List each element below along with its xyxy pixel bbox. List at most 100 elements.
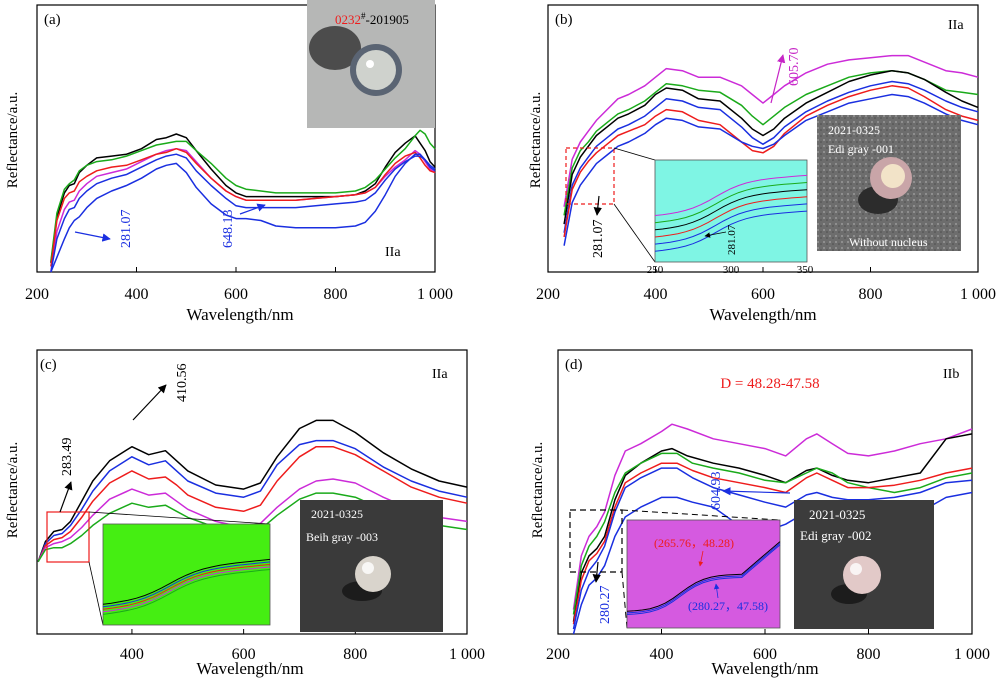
pearl-photo-d bbox=[794, 500, 934, 629]
annotation-604-d: 604.93 bbox=[709, 472, 724, 511]
x-tick-label: 1 000 bbox=[954, 646, 990, 663]
inset-d-arrow2 bbox=[713, 583, 720, 599]
photo-b-line3: Without nucleus bbox=[849, 235, 928, 249]
inset-b-tick-300: 300 bbox=[723, 264, 740, 276]
inset-d-point1: (265.76，48.28) bbox=[654, 536, 734, 550]
photo-d-line2: Edi gray -002 bbox=[800, 528, 871, 543]
x-tick-label: 200 bbox=[546, 646, 570, 663]
zoom-box-d bbox=[569, 509, 623, 573]
inset-c bbox=[102, 523, 271, 626]
panel-d: (d) Reflectance/a.u. Wavelength/nm 200 40… bbox=[530, 349, 990, 678]
x-axis-label-b: Wavelength/nm bbox=[709, 305, 816, 324]
photo-b-line1: 2021-0325 bbox=[828, 123, 880, 137]
zoom-box-b bbox=[565, 147, 615, 205]
inset-d-point2: (280.27，47.58) bbox=[688, 599, 768, 613]
x-tick-label: 200 bbox=[536, 286, 560, 303]
pearl-photo-a bbox=[307, 0, 435, 128]
series-line-green bbox=[572, 452, 973, 615]
series-line-red bbox=[37, 445, 468, 563]
inset-curve-black bbox=[626, 541, 781, 612]
photo-c-line1: 2021-0325 bbox=[311, 507, 363, 521]
zoom-connector-b1 bbox=[613, 147, 656, 161]
inset-b-annotation: 281.07 bbox=[726, 224, 738, 255]
zoom-connector-c1 bbox=[88, 511, 271, 525]
x-tick-label: 600 bbox=[232, 646, 256, 663]
panel-label-b: (b) bbox=[555, 12, 573, 28]
zoom-connector-b2 bbox=[613, 203, 656, 263]
series-line-black bbox=[563, 69, 979, 225]
photo-caption-a-red: 0232 bbox=[335, 12, 361, 27]
inset-lines-b bbox=[654, 174, 808, 252]
zoom-connector-d1 bbox=[621, 509, 781, 521]
panel-a: (a) Reflectance/a.u. Wavelength/nm 200 40… bbox=[5, 0, 453, 324]
series-line-red bbox=[50, 147, 436, 267]
inset-curve-blue bbox=[626, 544, 781, 615]
inset-curve-blue bbox=[102, 561, 271, 608]
type-label-d: IIb bbox=[943, 367, 959, 382]
x-tick-label: 800 bbox=[859, 286, 883, 303]
zoom-connector-d2 bbox=[621, 571, 628, 629]
type-label-b: IIa bbox=[948, 18, 964, 33]
x-ticks-a: 200 400 600 800 1 000 bbox=[25, 267, 453, 303]
arrow-280-d bbox=[592, 561, 601, 583]
x-tick-label: 200 bbox=[25, 286, 49, 303]
series-line-black bbox=[37, 419, 468, 563]
x-tick-label: 400 bbox=[125, 286, 149, 303]
series-line-green bbox=[37, 492, 468, 563]
arrow-283-c bbox=[59, 481, 73, 513]
inset-b-tick-350: 350 bbox=[797, 264, 814, 276]
panel-label-c: (c) bbox=[40, 357, 57, 373]
photo-caption-a: 0232#-201905 bbox=[335, 11, 409, 27]
title-d: D = 48.28-47.58 bbox=[720, 376, 819, 392]
inset-lines-c bbox=[102, 558, 271, 615]
photo-d-line1: 2021-0325 bbox=[809, 507, 865, 522]
annotation-281-b: 281.07 bbox=[591, 220, 606, 259]
arrow-281-b bbox=[593, 195, 602, 216]
inset-curve-magenta bbox=[102, 566, 271, 613]
x-ticks-c: 400 600 800 1 000 bbox=[120, 629, 485, 663]
series-line-magenta bbox=[572, 423, 973, 610]
type-label-a: IIa bbox=[385, 245, 401, 260]
inset-curve-blue bbox=[654, 210, 808, 252]
x-tick-label: 400 bbox=[650, 646, 674, 663]
series-line-blue bbox=[50, 153, 436, 273]
series-group-a bbox=[50, 129, 436, 273]
panel-b: (b) Reflectance/a.u. Wavelength/nm 200 40… bbox=[528, 4, 996, 324]
inset-curve-black bbox=[654, 189, 808, 231]
panel-c: (c) Reflectance/a.u. Wavelength/nm 400 60… bbox=[5, 349, 485, 678]
panel-label-a: (a) bbox=[44, 12, 61, 28]
series-line-blue bbox=[37, 439, 468, 563]
annotation-281-a: 281.07 bbox=[119, 210, 134, 249]
pearl-photo-c bbox=[300, 500, 443, 632]
x-tick-label: 1 000 bbox=[960, 286, 996, 303]
x-tick-label: 400 bbox=[120, 646, 144, 663]
inset-curve-green bbox=[654, 182, 808, 224]
y-axis-label-c: Reflectance/a.u. bbox=[5, 442, 21, 539]
plot-frame-c bbox=[36, 349, 468, 635]
series-group-b bbox=[563, 54, 979, 246]
inset-b-tick-250: 250 bbox=[647, 264, 664, 276]
inset-curve-red bbox=[102, 564, 271, 610]
inset-curve-blue bbox=[654, 203, 808, 245]
photo-caption-a-rest: -201905 bbox=[366, 12, 409, 27]
inset-d-arrow1 bbox=[698, 550, 704, 567]
series-line-magenta bbox=[37, 478, 468, 563]
x-axis-label-a: Wavelength/nm bbox=[186, 305, 293, 324]
x-tick-label: 600 bbox=[753, 646, 777, 663]
type-label-c: IIa bbox=[432, 367, 448, 382]
photo-c-line2: Beih gray -003 bbox=[306, 530, 378, 544]
series-line-red bbox=[572, 462, 973, 625]
series-line-black bbox=[572, 433, 973, 622]
photo-caption-a-sup: # bbox=[361, 11, 366, 21]
arrow-281-a bbox=[74, 231, 111, 242]
y-axis-label-d: Reflectance/a.u. bbox=[530, 442, 546, 539]
series-line-blue bbox=[563, 80, 979, 233]
inset-b-arrow bbox=[704, 231, 727, 238]
inset-curve-red bbox=[654, 196, 808, 238]
photo-b-line2: Edi gray -001 bbox=[828, 142, 894, 156]
series-line-green bbox=[50, 129, 436, 262]
x-tick-label: 800 bbox=[343, 646, 367, 663]
x-ticks-b: 200 400 600 800 1 000 bbox=[536, 267, 996, 303]
x-axis-label-c: Wavelength/nm bbox=[196, 659, 303, 678]
